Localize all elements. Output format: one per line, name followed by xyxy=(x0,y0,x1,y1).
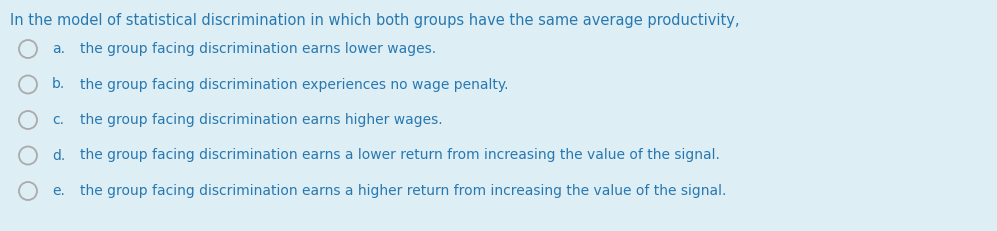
Text: b.: b. xyxy=(52,77,65,91)
Text: the group facing discrimination earns a higher return from increasing the value : the group facing discrimination earns a … xyxy=(80,184,727,198)
Text: the group facing discrimination earns a lower return from increasing the value o: the group facing discrimination earns a … xyxy=(80,149,720,162)
Text: c.: c. xyxy=(52,113,64,127)
Text: the group facing discrimination earns lower wages.: the group facing discrimination earns lo… xyxy=(80,42,436,56)
Text: e.: e. xyxy=(52,184,65,198)
Text: the group facing discrimination earns higher wages.: the group facing discrimination earns hi… xyxy=(80,113,443,127)
Text: a.: a. xyxy=(52,42,65,56)
Text: d.: d. xyxy=(52,149,65,162)
Text: the group facing discrimination experiences no wage penalty.: the group facing discrimination experien… xyxy=(80,77,508,91)
Text: In the model of statistical discrimination in which both groups have the same av: In the model of statistical discriminati… xyxy=(10,13,740,28)
